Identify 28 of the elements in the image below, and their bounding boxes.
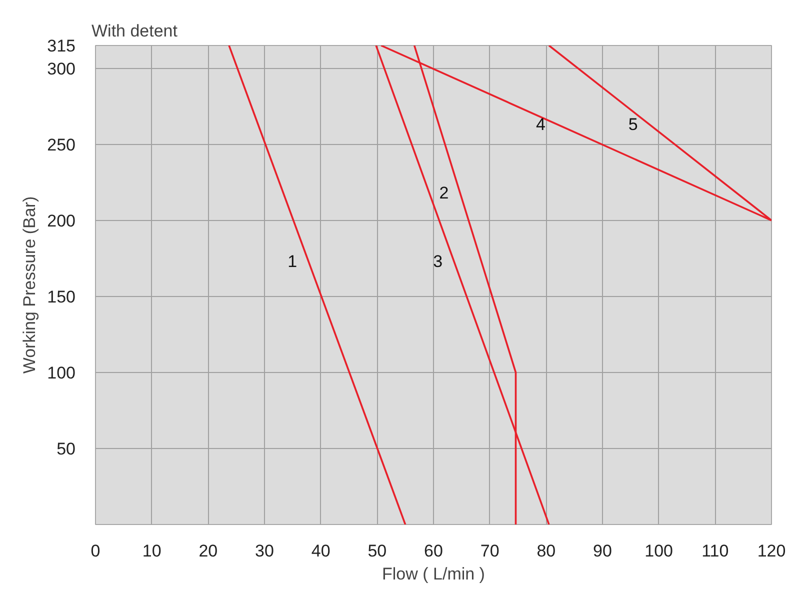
series-label: 2	[439, 184, 449, 203]
y-tick-label: 150	[47, 287, 76, 306]
series-label: 5	[628, 115, 638, 134]
x-tick-label: 40	[311, 542, 330, 560]
x-tick-label: 90	[593, 542, 612, 560]
y-axis-title: Working Pressure (Bar)	[20, 196, 40, 374]
y-tick-label: 315	[47, 36, 76, 56]
y-tick-label: 250	[47, 135, 76, 154]
x-axis-title: Flow ( L/min )	[382, 564, 485, 584]
x-tick-label: 50	[368, 542, 387, 560]
series-label: 1	[288, 252, 298, 272]
x-tick-label: 0	[90, 542, 100, 560]
y-tick-label: 100	[47, 363, 76, 382]
x-tick-label: 100	[644, 542, 674, 560]
x-tick-label: 20	[198, 542, 218, 560]
x-tick-label: 70	[480, 542, 500, 560]
x-tick-label: 60	[424, 542, 443, 560]
x-tick-label: 10	[142, 542, 162, 560]
x-tick-label: 30	[255, 542, 274, 560]
y-tick-label: 50	[56, 439, 76, 458]
y-tick-label: 300	[47, 59, 76, 78]
x-tick-label: 80	[536, 542, 556, 560]
series-label: 4	[536, 115, 546, 134]
series-label: 3	[433, 252, 443, 272]
x-tick-label: 120	[757, 542, 786, 560]
y-tick-label: 200	[47, 211, 76, 230]
x-tick-label: 110	[702, 542, 729, 560]
chart-title: With detent	[92, 22, 178, 40]
